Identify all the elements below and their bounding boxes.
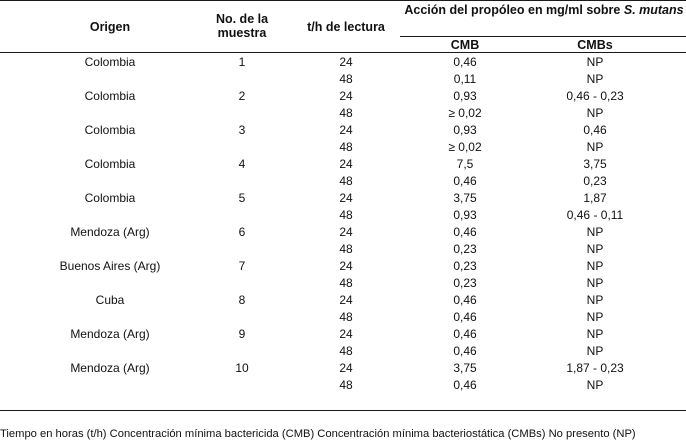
origin-cell: Colombia <box>84 191 136 205</box>
cmbs-value-cell: 1,87 - 0,23 <box>566 361 624 375</box>
header-reading-time: t/h de lectura <box>307 20 385 34</box>
cmbs-value-cell: NP <box>586 225 604 239</box>
origin-cell: Colombia <box>84 55 136 69</box>
table-top-rule <box>0 0 686 1</box>
cmb-value-cell: 0,46 <box>453 293 477 307</box>
sample-number-cell: 3 <box>238 123 246 137</box>
cmbs-value-cell: NP <box>586 140 604 154</box>
cmb-value-cell: 0,93 <box>453 89 477 103</box>
reading-time-cell: 48 <box>339 72 353 86</box>
cmbs-value-cell: 0,46 - 0,23 <box>566 89 624 103</box>
cmbs-value-cell: NP <box>586 344 604 358</box>
origin-cell: Mendoza (Arg) <box>70 327 150 341</box>
reading-time-cell: 48 <box>339 276 353 290</box>
origin-cell: Colombia <box>84 123 136 137</box>
sample-number-cell: 1 <box>238 55 246 69</box>
origin-cell: Colombia <box>84 89 136 103</box>
cmbs-value-cell: NP <box>586 310 604 324</box>
action-subheader-rule <box>400 36 686 37</box>
cmbs-value-cell: NP <box>586 72 604 86</box>
sample-number-cell: 9 <box>238 327 246 341</box>
header-propolis-action: Acción del propóleo en mg/ml sobre S. mu… <box>402 3 686 17</box>
reading-time-cell: 24 <box>339 259 353 273</box>
reading-time-cell: 24 <box>339 327 353 341</box>
reading-time-cell: 24 <box>339 225 353 239</box>
cmbs-value-cell: NP <box>586 106 604 120</box>
reading-time-cell: 48 <box>339 174 353 188</box>
header-bottom-rule <box>0 52 686 53</box>
reading-time-cell: 48 <box>339 378 353 392</box>
cmb-value-cell: 0,46 <box>453 55 477 69</box>
reading-time-cell: 48 <box>339 242 353 256</box>
header-action-text: Acción del propóleo en mg/ml sobre <box>404 3 624 17</box>
origin-cell: Cuba <box>95 293 125 307</box>
cmb-value-cell: 0,93 <box>453 208 477 222</box>
cmbs-value-cell: 3,75 <box>583 157 607 171</box>
header-sample-number: No. de la muestra <box>215 12 269 40</box>
reading-time-cell: 24 <box>339 123 353 137</box>
cmb-value-cell: 0,46 <box>453 327 477 341</box>
cmbs-value-cell: NP <box>586 378 604 392</box>
sample-number-cell: 4 <box>238 157 246 171</box>
cmb-value-cell: 0,46 <box>453 378 477 392</box>
sample-number-cell: 7 <box>238 259 246 273</box>
cmbs-value-cell: 1,87 <box>583 191 607 205</box>
sample-number-cell: 6 <box>238 225 246 239</box>
table-bottom-rule <box>0 410 686 411</box>
cmbs-value-cell: NP <box>586 242 604 256</box>
cmb-value-cell: ≥ 0,02 <box>448 106 482 120</box>
reading-time-cell: 48 <box>339 208 353 222</box>
reading-time-cell: 24 <box>339 293 353 307</box>
cmbs-value-cell: NP <box>586 259 604 273</box>
reading-time-cell: 24 <box>339 89 353 103</box>
cmbs-value-cell: NP <box>586 55 604 69</box>
cmbs-value-cell: NP <box>586 276 604 290</box>
cmb-value-cell: 0,11 <box>453 72 477 86</box>
cmbs-value-cell: NP <box>586 327 604 341</box>
reading-time-cell: 48 <box>339 140 353 154</box>
origin-cell: Colombia <box>84 157 136 171</box>
cmb-value-cell: 0,23 <box>453 242 477 256</box>
cmb-value-cell: 7,5 <box>456 157 474 171</box>
sample-number-cell: 2 <box>238 89 246 103</box>
origin-cell: Mendoza (Arg) <box>70 225 150 239</box>
cmb-value-cell: 3,75 <box>453 361 477 375</box>
header-species: S. mutans <box>623 3 684 17</box>
origin-cell: Buenos Aires (Arg) <box>59 259 161 273</box>
cmb-value-cell: 0,46 <box>453 310 477 324</box>
cmbs-value-cell: 0,46 <box>583 123 607 137</box>
cmb-value-cell: 0,23 <box>453 259 477 273</box>
cmb-value-cell: 3,75 <box>453 191 477 205</box>
reading-time-cell: 48 <box>339 310 353 324</box>
reading-time-cell: 24 <box>339 157 353 171</box>
cmbs-value-cell: 0,46 - 0,11 <box>566 208 624 222</box>
sample-number-cell: 10 <box>235 361 249 375</box>
origin-cell: Mendoza (Arg) <box>70 361 150 375</box>
sample-number-cell: 5 <box>238 191 246 205</box>
cmb-value-cell: 0,46 <box>453 344 477 358</box>
header-cmbs: CMBs <box>577 38 613 52</box>
reading-time-cell: 24 <box>339 191 353 205</box>
reading-time-cell: 48 <box>339 106 353 120</box>
cmb-value-cell: ≥ 0,02 <box>448 140 482 154</box>
header-origin: Origen <box>89 20 131 34</box>
header-cmb: CMB <box>450 38 480 52</box>
table-footnote: Tiempo en horas (t/h) Concentración míni… <box>0 428 636 440</box>
cmbs-value-cell: NP <box>586 293 604 307</box>
cmb-value-cell: 0,93 <box>453 123 477 137</box>
reading-time-cell: 24 <box>339 361 353 375</box>
cmb-value-cell: 0,23 <box>453 276 477 290</box>
cmbs-value-cell: 0,23 <box>583 174 607 188</box>
cmb-value-cell: 0,46 <box>453 225 477 239</box>
reading-time-cell: 24 <box>339 55 353 69</box>
cmb-value-cell: 0,46 <box>453 174 477 188</box>
sample-number-cell: 8 <box>238 293 246 307</box>
reading-time-cell: 48 <box>339 344 353 358</box>
